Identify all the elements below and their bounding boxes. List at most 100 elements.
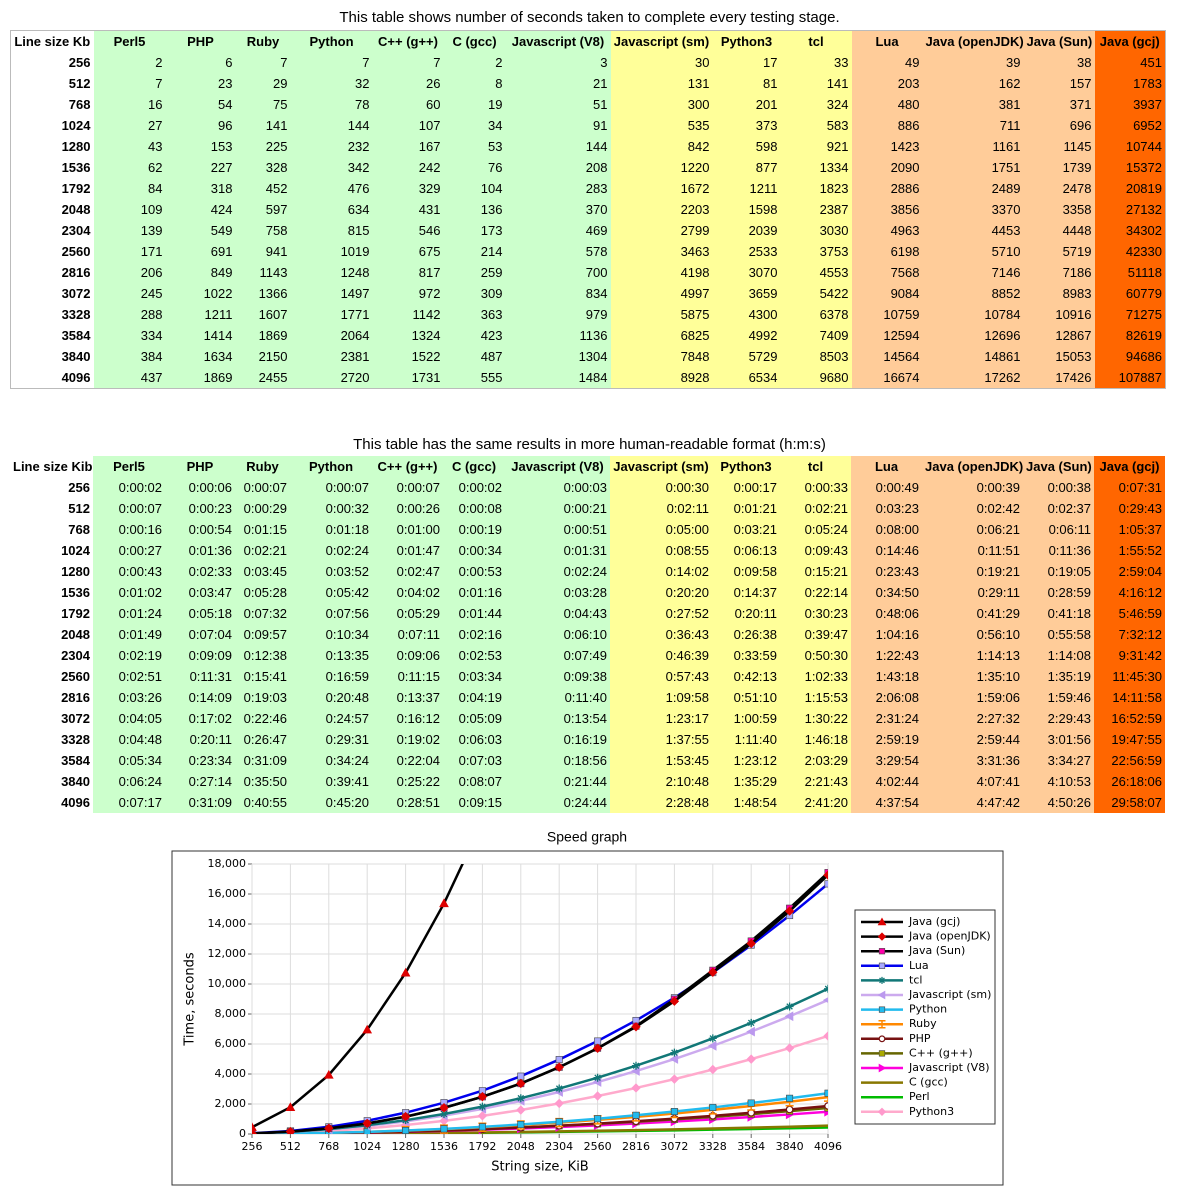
table-cell: 1598 (712, 199, 781, 220)
data-marker (878, 976, 886, 984)
table-cell: 0:06:24 (93, 771, 165, 792)
data-marker (878, 1050, 886, 1057)
table-cell: 144 (290, 115, 373, 136)
table-cell: 0:01:18 (290, 519, 372, 540)
table-cell: 0:36:43 (610, 624, 712, 645)
data-marker (823, 1031, 828, 1041)
table-cell: 0:00:08 (443, 498, 505, 519)
table-cell: 81 (712, 73, 781, 94)
table-cell: 0:02:19 (93, 645, 165, 666)
table-cell: 3659 (712, 283, 781, 304)
table-cell: 3328 (61, 732, 90, 747)
table-cell: 2816 (61, 690, 90, 705)
table-cell: 0:03:26 (93, 687, 165, 708)
column-header: Java (gcj) (1094, 30, 1166, 52)
data-marker (709, 1103, 717, 1111)
table-cell: 2560 (61, 244, 91, 259)
column-header: Python (290, 30, 373, 52)
table-cell: 8928 (610, 367, 713, 389)
table-cell: 0:16:12 (372, 708, 443, 729)
table-row: 4096 437 1869 2455 2720 1731 555 1484 8928 6534 96… (11, 367, 1166, 389)
table-cell: 1248 (290, 262, 373, 283)
data-marker (822, 997, 828, 1003)
table-cell: 1869 (165, 367, 236, 389)
table-cell: 324 (780, 94, 852, 115)
table-cell: 0:06:10 (505, 624, 610, 645)
table-cell: 62 (93, 157, 166, 178)
table-cell: 2:06:08 (851, 687, 922, 708)
table-cell: 583 (780, 115, 852, 136)
table-row: 1024 27 96 141 144 107 34 91 535 373 583 886 711 696 6… (11, 115, 1166, 136)
table-cell: 0:09:06 (372, 645, 443, 666)
table-cell: 535 (610, 115, 713, 136)
table-cell: 0:01:44 (443, 603, 505, 624)
column-header: Java (Sun) (1023, 456, 1094, 477)
column-header: Java (Sun) (1023, 30, 1095, 52)
table-cell: 0:31:09 (165, 792, 235, 813)
table-cell: 0:02:11 (610, 498, 712, 519)
data-marker (592, 1091, 603, 1101)
table-cell: 3584 (61, 753, 90, 768)
table-cell: 43 (93, 136, 166, 157)
table-cell: 0:00:16 (93, 519, 165, 540)
table-cell: 3584 (61, 328, 91, 343)
table-cell: 1:14:13 (922, 645, 1023, 666)
data-marker (707, 1041, 717, 1051)
table-cell: 0:03:23 (851, 498, 922, 519)
table-cell: 1:15:53 (780, 687, 851, 708)
table-cell: 1:46:18 (780, 729, 851, 750)
data-marker (785, 1105, 794, 1114)
table-cell: 711 (922, 115, 1024, 136)
table-cell: 0:11:40 (505, 687, 610, 708)
table-cell: 0:28:51 (372, 792, 443, 813)
table-cell: 14861 (922, 346, 1024, 367)
column-header: Lua (851, 30, 923, 52)
table-cell: 0:51:10 (712, 687, 780, 708)
table-cell: 0:00:07 (93, 498, 165, 519)
y-axis-title: Time, seconds (183, 952, 198, 1046)
table-cell: 0:10:34 (290, 624, 372, 645)
table-cell: 941 (235, 241, 291, 262)
data-marker (784, 906, 795, 916)
table-cell: 78 (290, 94, 373, 115)
table-cell: 768 (68, 522, 90, 537)
table-cell: 11:45:30 (1094, 666, 1165, 687)
table-cell: 2 (443, 52, 506, 73)
table-cell: 0:05:09 (443, 708, 505, 729)
legend-label: Java (gcj) (908, 915, 960, 928)
y-tick-label: 4,000 (215, 1067, 247, 1080)
y-tick-label: 8,000 (215, 1007, 247, 1020)
x-tick-label: 1792 (468, 1140, 496, 1153)
legend-label: Python (909, 1003, 947, 1016)
table-cell: 0:29:43 (1094, 498, 1165, 519)
table-cell: 26:18:06 (1094, 771, 1165, 792)
x-tick-label: 2560 (584, 1140, 612, 1153)
table-cell: 2048 (61, 627, 90, 642)
table-cell: 0:00:53 (443, 561, 505, 582)
table-cell: 19:47:55 (1094, 729, 1165, 750)
table-cell: 0:02:47 (372, 561, 443, 582)
table-cell: 1143 (235, 262, 291, 283)
table-cell: 12594 (851, 325, 923, 346)
table-cell: 4448 (1023, 220, 1095, 241)
table-cell: 0:05:24 (780, 519, 851, 540)
table-cell: 0:20:20 (610, 582, 712, 603)
table-cell: 2:59:04 (1094, 561, 1165, 582)
table-cell: 0:00:06 (165, 477, 235, 498)
table-row: 1792 0:01:24 0:05:18 0:07:32 0:07:56 0:05:29 0… (10, 603, 1165, 624)
table-cell: 487 (443, 346, 506, 367)
table-cell: 309 (443, 283, 506, 304)
table-cell: 634 (290, 199, 373, 220)
table-cell: 1771 (290, 304, 373, 325)
table-cell: 0:07:32 (235, 603, 290, 624)
table-cell: 0:19:05 (1023, 561, 1094, 582)
x-tick-label: 3840 (776, 1140, 804, 1153)
table-cell: 1211 (165, 304, 236, 325)
table-row: 256 2 6 7 7 7 2 3 30 17 33 49 39 38 451 (11, 52, 1166, 73)
table-cell: 0:05:18 (165, 603, 235, 624)
table-cell: 1:09:58 (610, 687, 712, 708)
table-cell: 0:00:07 (372, 477, 443, 498)
data-marker (554, 1098, 564, 1109)
table-cell: 1145 (1023, 136, 1095, 157)
